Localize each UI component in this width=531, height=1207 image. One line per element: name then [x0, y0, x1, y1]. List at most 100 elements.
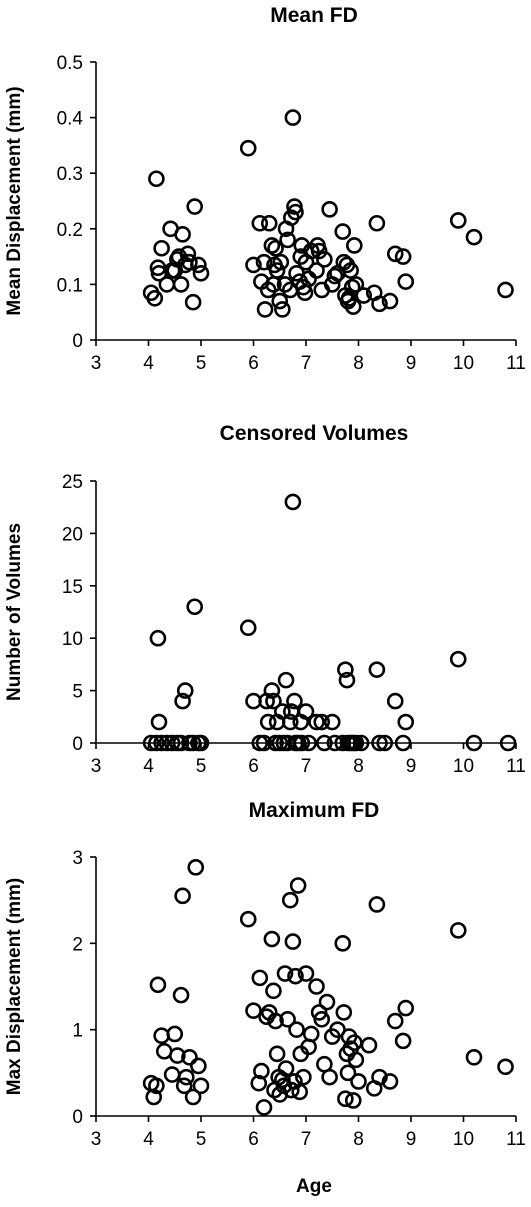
x-tick-label: 4: [143, 353, 154, 374]
chart-panel-3: Maximum FD 0 1 2 3 3 4 5 6 7 8 9 10 11 Max Displacemen…: [4, 799, 526, 1197]
x-tick-label: 3: [91, 1129, 102, 1150]
data-point: [497, 281, 514, 299]
x-tick-label: 5: [196, 353, 207, 374]
data-point: [347, 734, 365, 752]
data-point: [310, 242, 328, 260]
data-point: [497, 1058, 514, 1076]
data-point: [255, 734, 273, 752]
x-tick-label: 7: [301, 1129, 312, 1150]
data-point: [148, 734, 165, 752]
data-point: [291, 1083, 309, 1101]
y-tick-label: 2: [72, 934, 83, 955]
data-point: [344, 298, 362, 315]
y-tick-label: 0: [72, 734, 83, 755]
data-point: [190, 256, 207, 274]
data-point: [263, 237, 281, 254]
chart-panel-1: Mean FD 0 0.1 0.2 0.3 0.4 0.5 3 4 5 6 7 8 9 10 11 Mean D…: [4, 4, 526, 374]
data-point: [368, 214, 386, 232]
data-point: [274, 703, 291, 720]
x-tick-label: 6: [248, 756, 259, 777]
x-tick-label: 5: [196, 1129, 207, 1150]
y-tick-label: 0: [72, 331, 83, 352]
data-point: [184, 1088, 202, 1106]
y-tick-label: 0: [72, 1107, 83, 1128]
y-tick-label: 3: [72, 848, 83, 869]
data-point: [174, 887, 191, 905]
x-tick-label: 6: [248, 1129, 259, 1150]
data-point: [302, 1025, 320, 1043]
data-point: [163, 734, 181, 752]
data-point: [465, 228, 483, 246]
data-point: [279, 231, 296, 249]
data-point: [251, 214, 269, 232]
x-tick-label: 6: [248, 353, 259, 374]
data-point: [308, 978, 325, 995]
y-tick-label: 0.5: [57, 53, 83, 74]
data-point: [150, 713, 168, 731]
data-point: [286, 692, 303, 710]
data-point: [321, 201, 338, 218]
data-point: [178, 1068, 195, 1086]
data-point: [308, 262, 325, 279]
y-axis-label: Mean Displacement (mm): [4, 86, 25, 315]
data-point: [335, 1004, 353, 1021]
data-point: [276, 965, 294, 982]
x-tick-label: 8: [353, 756, 364, 777]
y-tick-label: 0.4: [57, 109, 84, 130]
data-point: [174, 226, 191, 243]
data-point: [344, 1092, 362, 1109]
data-point: [172, 276, 190, 293]
data-point: [397, 713, 415, 731]
data-point: [316, 734, 333, 752]
data-point: [397, 999, 415, 1017]
x-tick-label: 9: [406, 756, 417, 777]
data-point: [281, 891, 299, 909]
data-point: [267, 1012, 284, 1030]
data-point: [277, 1060, 295, 1077]
data-point: [284, 109, 302, 126]
data-point: [295, 1068, 312, 1086]
data-point: [271, 292, 289, 310]
data-point: [268, 1045, 286, 1063]
y-tick-label: 0.1: [57, 275, 83, 296]
y-tick-label: 20: [62, 524, 83, 545]
data-point: [371, 1068, 388, 1086]
x-tick-label: 7: [301, 756, 312, 777]
data-point: [192, 734, 210, 752]
data-point: [342, 262, 359, 279]
data-point: [166, 1025, 184, 1043]
data-point: [343, 278, 361, 296]
data-point: [263, 930, 281, 948]
data-point: [323, 713, 341, 731]
data-point: [297, 703, 315, 720]
data-point: [184, 734, 202, 752]
data-point: [284, 493, 302, 511]
data-point: [186, 598, 203, 616]
data-point: [289, 877, 307, 894]
data-point: [187, 859, 205, 876]
data-point: [386, 245, 404, 263]
data-point: [360, 1036, 378, 1054]
data-point: [288, 1021, 305, 1038]
data-point: [153, 239, 170, 257]
data-point: [386, 692, 404, 710]
data-point: [293, 734, 311, 752]
chart-title: Maximum FD: [249, 799, 380, 822]
data-point: [334, 223, 352, 240]
data-point: [350, 1073, 367, 1090]
data-point: [381, 1073, 399, 1090]
data-point: [316, 251, 333, 268]
x-tick-label: 10: [453, 756, 474, 777]
data-point: [394, 1032, 412, 1050]
data-point: [253, 1062, 270, 1080]
data-point: [259, 713, 277, 731]
x-tick-label: 8: [353, 353, 364, 374]
data-point: [148, 1077, 165, 1095]
data-point: [386, 1012, 404, 1030]
chart-title: Censored Volumes: [220, 422, 409, 445]
data-point: [297, 965, 315, 982]
x-tick-label: 10: [453, 353, 474, 374]
data-point: [284, 933, 302, 950]
data-point: [163, 1066, 181, 1083]
